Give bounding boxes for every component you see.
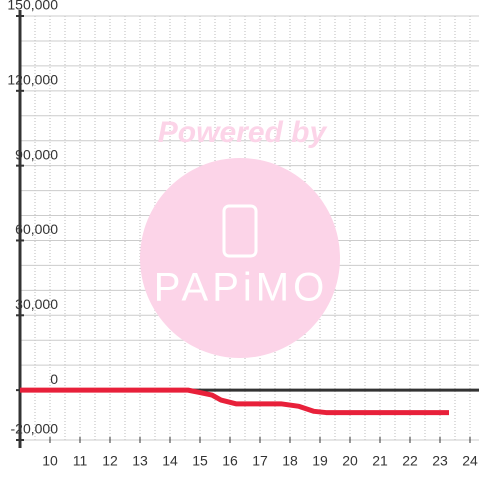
y-tick-label: 30,000 — [15, 296, 58, 312]
y-tick-label: 0 — [50, 371, 58, 387]
y-tick-label: 60,000 — [15, 221, 58, 237]
y-tick-label: 90,000 — [15, 146, 58, 162]
x-tick-label: 24 — [462, 453, 478, 469]
y-tick-label: -20,000 — [11, 421, 59, 437]
x-tick-label: 13 — [132, 453, 148, 469]
x-tick-label: 12 — [102, 453, 118, 469]
x-tick-label: 23 — [432, 453, 448, 469]
x-tick-label: 18 — [282, 453, 298, 469]
x-tick-label: 19 — [312, 453, 328, 469]
x-tick-label: 21 — [372, 453, 388, 469]
x-tick-label: 11 — [73, 453, 88, 469]
watermark-text: Powered by — [158, 116, 328, 149]
data-line — [20, 387, 449, 416]
x-tick-label: 16 — [222, 453, 238, 469]
x-tick-label: 10 — [42, 453, 58, 469]
y-tick-label: 150,000 — [7, 0, 58, 13]
watermark-icon — [222, 204, 258, 258]
y-tick-label: 120,000 — [7, 72, 58, 88]
x-tick-label: 17 — [252, 453, 268, 469]
x-tick-label: 15 — [192, 453, 208, 469]
x-tick-label: 20 — [342, 453, 358, 469]
x-tick-label: 14 — [162, 453, 178, 469]
watermark-circle — [140, 158, 340, 358]
watermark-text: PAPiMO — [154, 266, 328, 310]
x-tick-label: 22 — [402, 453, 418, 469]
